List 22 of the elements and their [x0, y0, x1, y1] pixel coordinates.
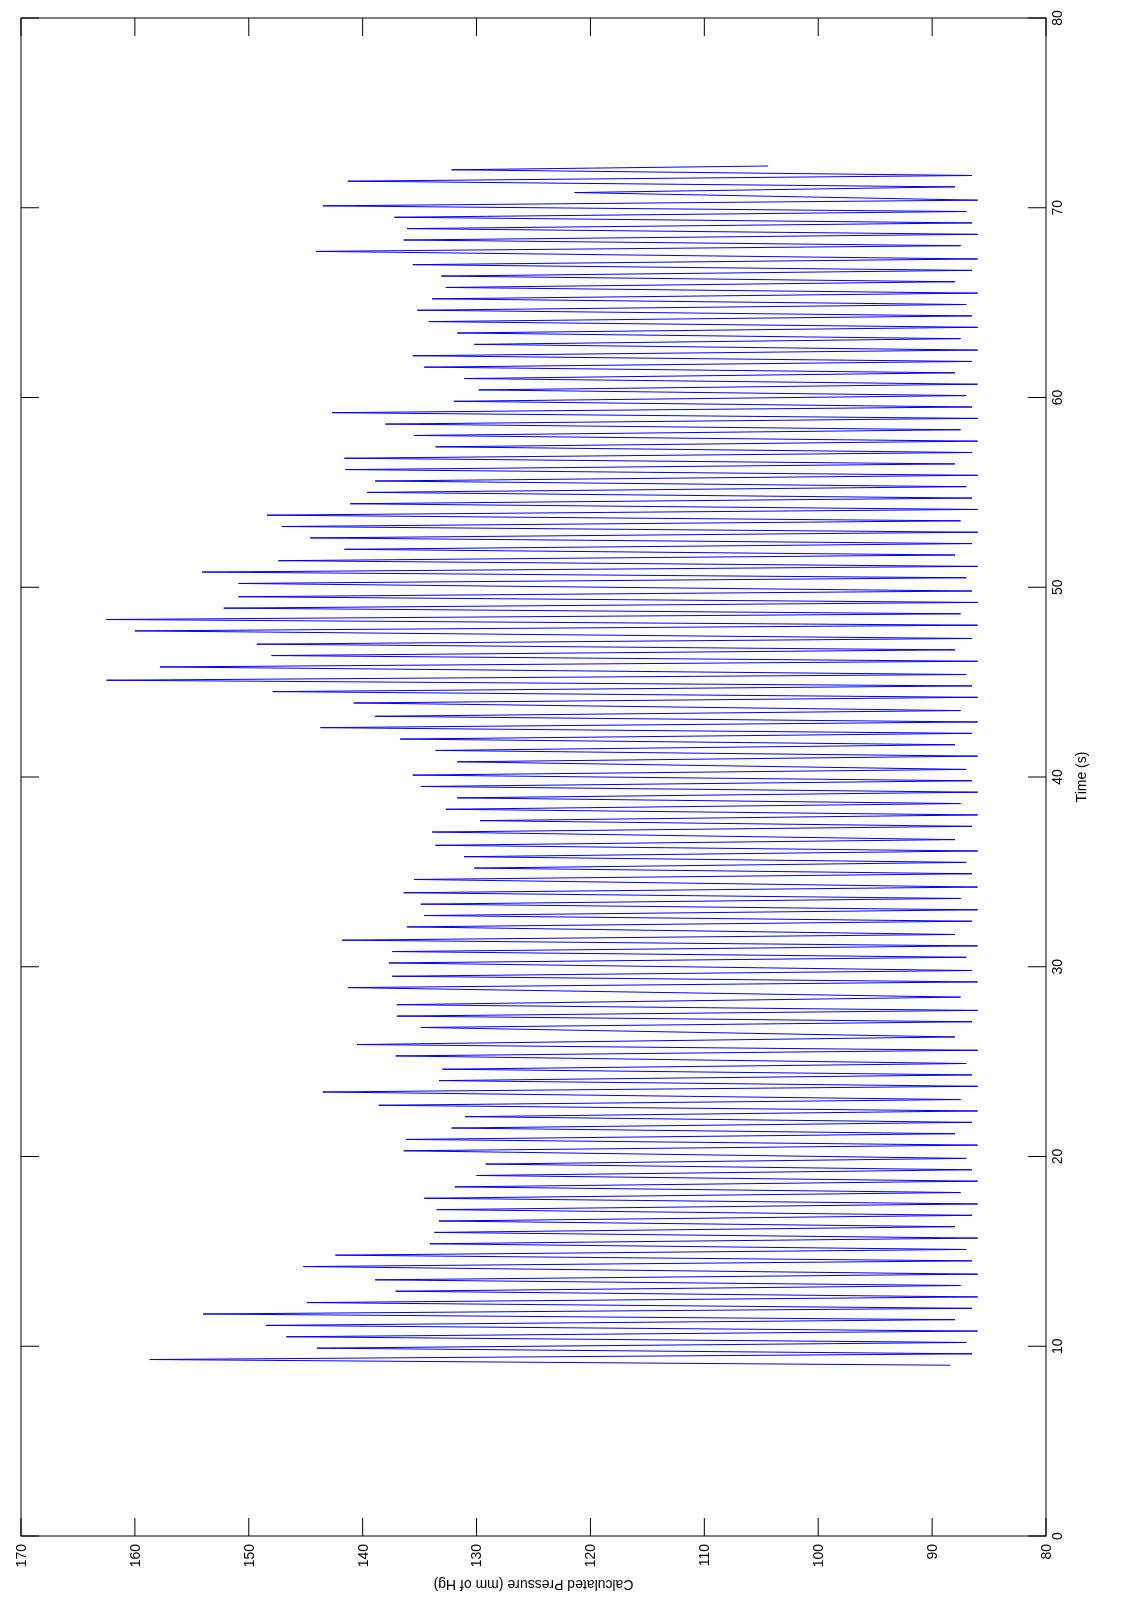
line-series: [105, 165, 979, 1366]
y-tick-label: 40: [1049, 769, 1065, 785]
y-tick-label: 20: [1049, 1148, 1065, 1165]
y-axis-title: Time (s): [1073, 751, 1089, 803]
x-tick-label: 130: [468, 1543, 485, 1568]
x-tick-label: 160: [126, 1543, 143, 1568]
y-tick-label: 10: [1049, 1338, 1065, 1355]
x-tick-label: 140: [354, 1543, 371, 1568]
y-tick-label: 80: [1049, 10, 1065, 26]
x-tick-label: 100: [810, 1543, 827, 1568]
x-tick-label: 90: [924, 1543, 941, 1560]
x-tick-label: 170: [12, 1543, 29, 1568]
y-tick-label: 60: [1049, 389, 1065, 406]
x-axis-title: Calculated Pressure (mm of Hg): [433, 1577, 634, 1593]
y-tick-label: 50: [1049, 579, 1065, 596]
x-tick-label: 150: [240, 1543, 257, 1568]
y-tick-label: 70: [1049, 199, 1065, 216]
x-tick-label: 80: [1037, 1543, 1054, 1560]
y-tick-label: 30: [1049, 958, 1065, 975]
x-tick-label: 120: [582, 1543, 599, 1568]
y-tick-label: 0: [1049, 1531, 1065, 1540]
x-tick-label: 110: [696, 1543, 713, 1567]
